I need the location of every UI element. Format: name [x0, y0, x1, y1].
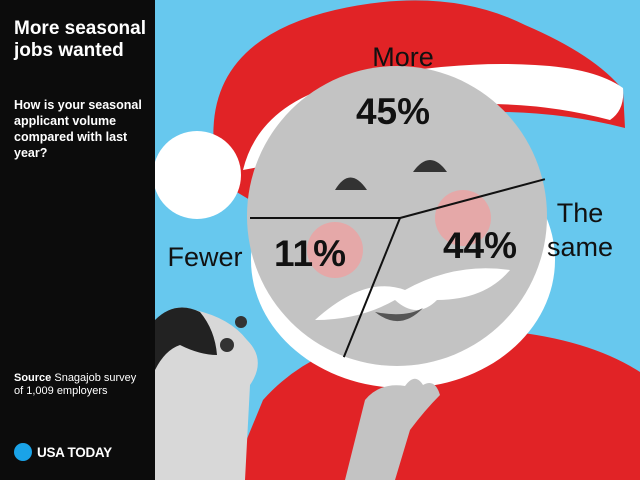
santa-eye-right — [413, 160, 447, 172]
pie-divider-1 — [399, 178, 546, 219]
santa-pie-illustration: More 45% The same 44% Fewer 11% — [155, 0, 640, 480]
santa-mouth — [375, 308, 423, 322]
slice-name-the-same: The same — [547, 198, 613, 262]
source-label: Source — [14, 372, 52, 384]
chart-title: More seasonal jobs wanted — [14, 18, 146, 61]
usa-today-dot-icon — [14, 443, 32, 461]
pie-slice-lines — [250, 178, 546, 358]
child-eye — [220, 338, 234, 352]
santa-hand — [345, 378, 440, 480]
child-body — [155, 307, 258, 480]
child-figure — [155, 307, 258, 480]
brand-logo: USA TODAY — [14, 442, 112, 462]
santa-pie-chart: More 45% The same 44% Fewer 11% — [155, 0, 640, 480]
brand-name: USA TODAY — [37, 444, 112, 460]
source-note: Source Snagajob survey of 1,009 employer… — [14, 372, 144, 398]
santa-cheek-left — [307, 222, 363, 278]
pie-slice-labels: More 45% The same 44% Fewer 11% — [167, 42, 613, 274]
child-hair — [155, 307, 217, 370]
chart-subtitle: How is your seasonal applicant volume co… — [14, 98, 142, 160]
slice-value-the-same: 44% — [443, 225, 517, 266]
slice-name-fewer: Fewer — [167, 242, 242, 272]
pie-divider-2 — [342, 217, 401, 358]
slice-value-fewer: 11% — [274, 233, 346, 274]
slice-name-more: More — [372, 42, 434, 72]
santa-hat-pompom — [155, 131, 241, 219]
sidebar: More seasonal jobs wanted How is your se… — [0, 0, 155, 480]
source-text: Snagajob survey of 1,009 employers — [14, 372, 137, 397]
santa-eye-left — [335, 177, 367, 190]
slice-value-more: 45% — [356, 91, 430, 132]
child-ear — [235, 316, 247, 328]
